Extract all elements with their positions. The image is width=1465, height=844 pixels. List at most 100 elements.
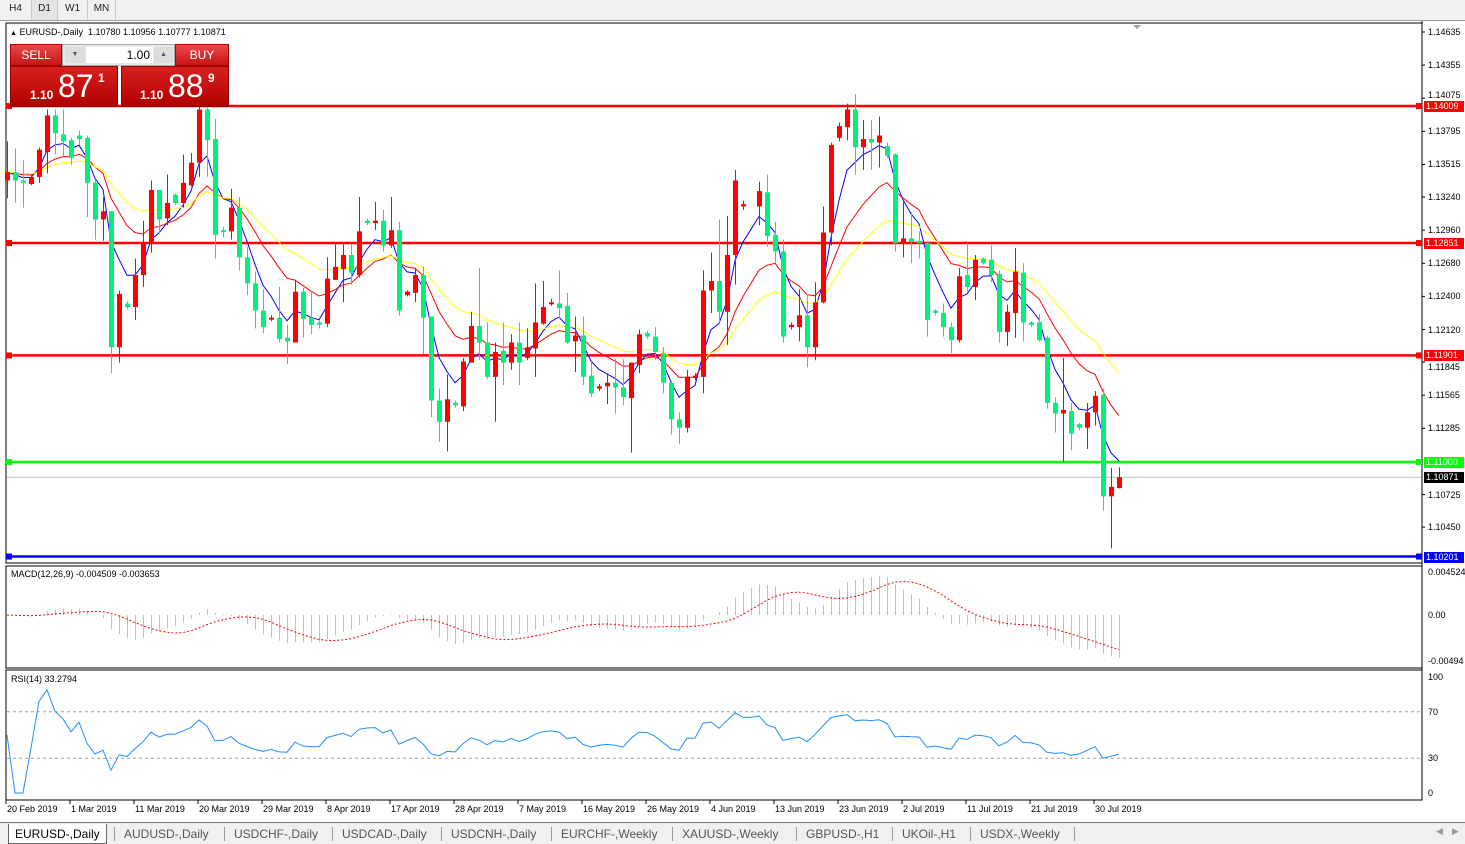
lot-input[interactable]: 1.00 <box>86 47 153 63</box>
chart-tab[interactable]: USDCNH-,Daily <box>451 827 537 841</box>
hline-price-label: 1.12851 <box>1424 238 1464 250</box>
chart-shift-marker-icon[interactable] <box>1133 25 1141 29</box>
candle-body <box>685 376 690 428</box>
candle-body <box>1021 272 1026 323</box>
candle <box>605 373 610 405</box>
candle-body <box>797 315 802 328</box>
timeframe-w1[interactable]: W1 <box>58 0 88 20</box>
tab-scroll-left-icon[interactable]: ◀ <box>1436 826 1443 836</box>
candle-body <box>581 335 586 377</box>
candle <box>413 268 418 303</box>
candle-body <box>1101 394 1106 497</box>
candle <box>429 316 434 418</box>
candle <box>485 322 490 380</box>
candle <box>285 324 290 364</box>
chart-tab[interactable]: GBPUSD-,H1 <box>806 827 880 841</box>
date-axis-label: 8 Apr 2019 <box>327 804 371 814</box>
line-handle[interactable] <box>6 459 12 466</box>
line-handle[interactable] <box>1416 103 1422 110</box>
price-axis-label: 1.12960 <box>1428 225 1461 236</box>
candle <box>549 298 554 306</box>
candle-body <box>173 194 178 203</box>
candle <box>1029 321 1034 328</box>
line-handle[interactable] <box>1416 553 1422 560</box>
line-handle[interactable] <box>1416 459 1422 466</box>
chart-tab[interactable]: XAUUSD-,Weekly <box>682 827 779 841</box>
candle <box>213 118 218 259</box>
candle-body <box>973 259 978 287</box>
candle-body <box>1109 486 1114 497</box>
candle-body <box>837 126 842 138</box>
candle-body <box>885 146 890 156</box>
candle-body <box>125 303 130 308</box>
timeframe-h4[interactable]: H4 <box>0 0 32 20</box>
candle <box>557 270 562 319</box>
line-handle[interactable] <box>6 553 12 560</box>
buy-button[interactable]: BUY <box>175 44 229 66</box>
candle-body <box>1077 424 1082 428</box>
candle <box>733 169 738 285</box>
candle-body <box>269 317 274 320</box>
chart-tab[interactable]: USDX-,Weekly <box>980 827 1060 841</box>
candle-body <box>477 325 482 343</box>
line-handle[interactable] <box>1416 352 1422 359</box>
candle <box>45 109 50 174</box>
candle <box>869 120 874 170</box>
chart-tab[interactable]: UKOil-,H1 <box>902 827 957 841</box>
candle <box>949 322 954 354</box>
candle-body <box>285 337 290 342</box>
candle <box>525 328 530 361</box>
chart-tab[interactable]: EURCHF-,Weekly <box>561 827 658 841</box>
candle-body <box>1029 322 1034 325</box>
candle <box>333 244 338 280</box>
line-handle[interactable] <box>6 240 12 247</box>
candle-body <box>893 154 898 244</box>
candle-body <box>13 172 18 181</box>
candle <box>509 334 514 370</box>
sell-button[interactable]: SELL <box>10 44 62 66</box>
hline-price-label: 1.11901 <box>1424 350 1464 362</box>
chart-tab[interactable]: USDCAD-,Daily <box>342 827 427 841</box>
timeframe-mn[interactable]: MN <box>88 0 116 20</box>
candle-body <box>957 276 962 341</box>
candle <box>765 174 770 247</box>
candle <box>517 322 522 386</box>
candle <box>229 188 234 240</box>
line-handle[interactable] <box>6 103 12 110</box>
candle <box>877 116 882 168</box>
candle-body <box>533 322 538 349</box>
lot-increase-icon[interactable]: ▲ <box>154 47 173 63</box>
buy-price-box[interactable]: 1.10 88 9 <box>121 66 229 107</box>
candle <box>21 160 26 208</box>
collapse-triangle-icon[interactable]: ▲ <box>10 30 17 37</box>
candle <box>885 142 890 158</box>
rsi-axis-label: 100 <box>1428 672 1444 682</box>
ohlc-high: 1.10956 <box>123 27 156 37</box>
timeframe-d1[interactable]: D1 <box>32 0 58 20</box>
candle <box>757 181 762 226</box>
line-handle[interactable] <box>6 352 12 359</box>
candle-body <box>805 315 810 348</box>
lot-decrease-icon[interactable]: ▼ <box>65 47 85 63</box>
candle <box>61 109 66 157</box>
candle-body <box>549 302 554 305</box>
candle <box>1061 357 1066 463</box>
candle-body <box>29 176 34 185</box>
tab-separator <box>892 827 893 841</box>
macd-axis-label: -0.00494 <box>1428 656 1464 666</box>
candle-body <box>181 182 186 203</box>
candle-body <box>613 382 618 388</box>
candle-body <box>165 202 170 219</box>
candle <box>181 154 186 208</box>
chart-canvas[interactable] <box>0 21 1465 821</box>
sell-price-box[interactable]: 1.10 87 1 <box>10 66 118 107</box>
tab-separator <box>796 827 797 841</box>
chart-tab[interactable]: EURUSD-,Daily <box>8 824 107 844</box>
line-handle[interactable] <box>1416 240 1422 247</box>
chart-tab[interactable]: USDCHF-,Daily <box>234 827 318 841</box>
candle-body <box>605 382 610 387</box>
candle <box>853 94 858 175</box>
candle <box>693 373 698 381</box>
chart-tab[interactable]: AUDUSD-,Daily <box>124 827 209 841</box>
tab-scroll-right-icon[interactable]: ▶ <box>1452 826 1459 836</box>
